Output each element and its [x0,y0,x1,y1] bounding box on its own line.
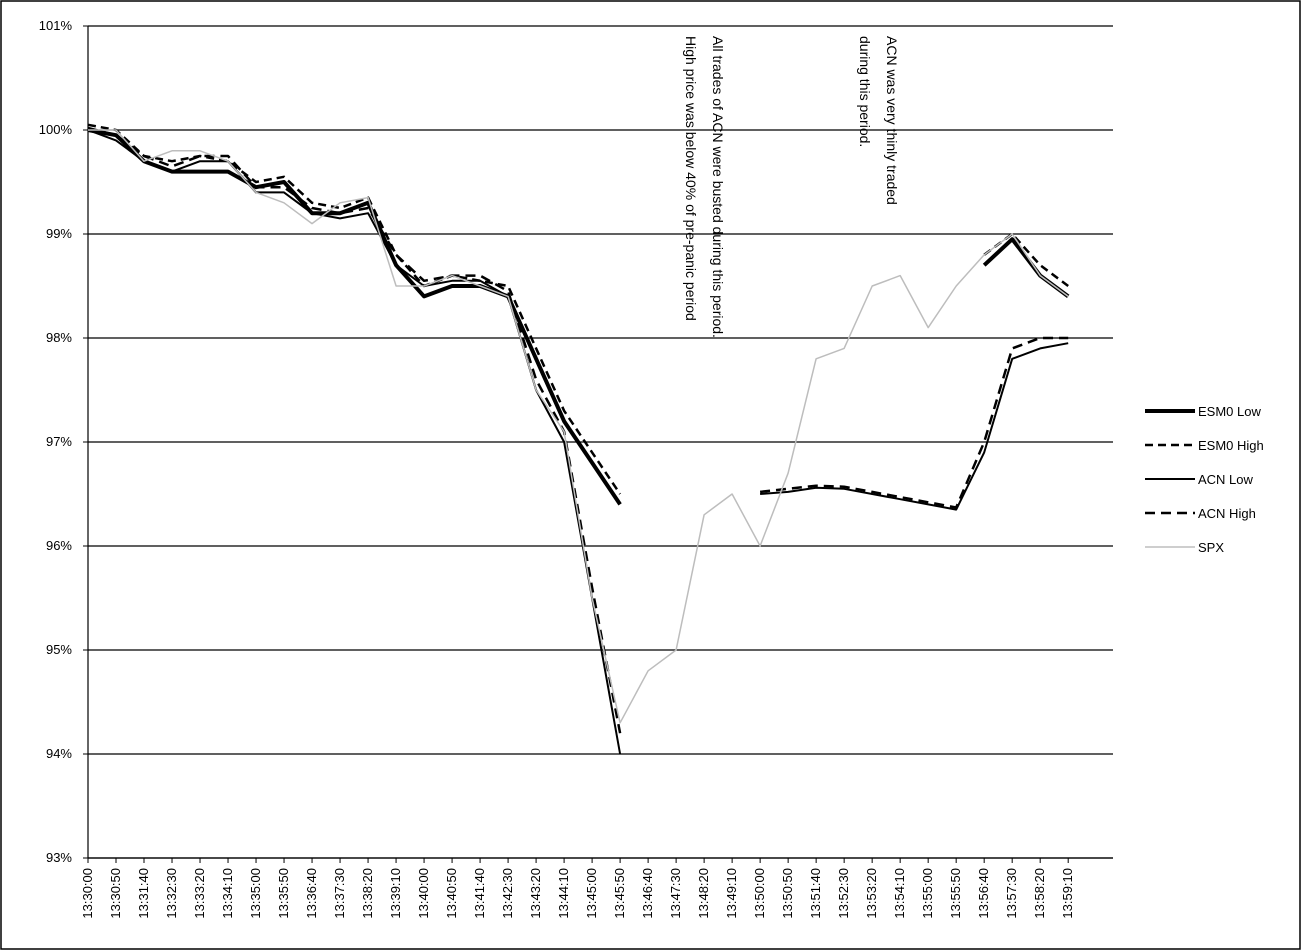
x-tick-label: 13:37:30 [332,868,347,919]
x-tick-label: 13:30:00 [80,868,95,919]
x-tick-label: 13:43:20 [528,868,543,919]
x-tick-label: 13:36:40 [304,868,319,919]
annotation: All trades of ACN were busted during thi… [710,36,726,338]
annotation: during this period. [857,36,873,147]
y-tick-label: 93% [46,850,72,865]
y-tick-label: 100% [39,122,73,137]
x-tick-label: 13:31:40 [136,868,151,919]
legend-label: ACN Low [1198,472,1254,487]
y-tick-label: 99% [46,226,72,241]
x-tick-label: 13:57:30 [1004,868,1019,919]
annotation: ACN was very thinly traded [884,36,900,205]
x-tick-label: 13:52:30 [836,868,851,919]
legend-label: SPX [1198,540,1224,555]
y-tick-label: 101% [39,18,73,33]
y-tick-label: 96% [46,538,72,553]
x-tick-label: 13:51:40 [808,868,823,919]
y-tick-label: 95% [46,642,72,657]
legend-label: ESM0 Low [1198,404,1261,419]
x-tick-label: 13:56:40 [976,868,991,919]
x-tick-label: 13:50:00 [752,868,767,919]
x-tick-label: 13:40:50 [444,868,459,919]
x-tick-label: 13:55:00 [920,868,935,919]
x-tick-label: 13:30:50 [108,868,123,919]
x-tick-label: 13:59:10 [1060,868,1075,919]
x-tick-label: 13:47:30 [668,868,683,919]
x-tick-label: 13:32:30 [164,868,179,919]
x-tick-label: 13:48:20 [696,868,711,919]
x-tick-label: 13:42:30 [500,868,515,919]
x-tick-label: 13:35:00 [248,868,263,919]
series-line [88,129,1069,724]
x-tick-label: 13:50:50 [780,868,795,919]
x-tick-label: 13:58:20 [1032,868,1047,919]
x-tick-label: 13:44:10 [556,868,571,919]
x-tick-label: 13:45:50 [612,868,627,919]
x-tick-label: 13:33:20 [192,868,207,919]
x-tick-label: 13:39:10 [388,868,403,919]
y-tick-label: 94% [46,746,72,761]
x-tick-label: 13:49:10 [724,868,739,919]
x-tick-label: 13:45:00 [584,868,599,919]
y-tick-label: 97% [46,434,72,449]
legend-label: ESM0 High [1198,438,1264,453]
y-tick-label: 98% [46,330,72,345]
x-tick-label: 13:55:50 [948,868,963,919]
x-tick-label: 13:35:50 [276,868,291,919]
x-tick-label: 13:41:40 [472,868,487,919]
x-tick-label: 13:34:10 [220,868,235,919]
x-tick-label: 13:54:10 [892,868,907,919]
x-tick-label: 13:46:40 [640,868,655,919]
x-tick-label: 13:40:00 [416,868,431,919]
x-tick-label: 13:53:20 [864,868,879,919]
legend-label: ACN High [1198,506,1256,521]
x-tick-label: 13:38:20 [360,868,375,919]
annotation: High price was below 40% of pre-panic pe… [683,36,699,321]
series-line [87,126,1069,734]
